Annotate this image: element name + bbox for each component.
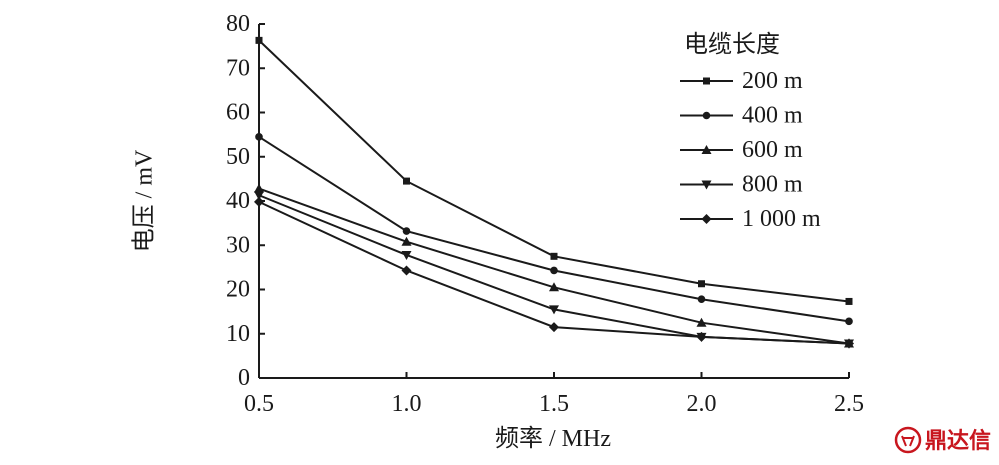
data-point: [844, 338, 854, 349]
legend-label: 1 000 m: [742, 206, 821, 232]
legend-label: 200 m: [742, 68, 803, 94]
brand-logo-icon: [894, 426, 922, 454]
legend-label: 800 m: [742, 172, 803, 198]
data-point: [549, 305, 559, 315]
y-axis-title: 电压 / mV: [131, 149, 158, 252]
data-point: [697, 295, 706, 304]
y-tick-label: 0: [238, 365, 250, 391]
legend-title: 电缆长度: [684, 31, 780, 58]
data-point: [401, 265, 412, 276]
y-tick-label: 70: [226, 55, 250, 81]
y-tick-label: 30: [226, 232, 250, 258]
legend-marker: [701, 145, 712, 154]
x-tick-label: 2.0: [687, 391, 717, 417]
data-point: [254, 196, 264, 207]
data-point: [696, 317, 707, 327]
y-tick-label: 40: [226, 188, 250, 214]
data-point: [845, 297, 853, 305]
data-point: [254, 191, 264, 201]
data-point: [255, 133, 263, 141]
legend-entry: 600 m: [680, 137, 803, 163]
y-tick-label: 60: [226, 100, 250, 126]
legend-marker: [702, 111, 711, 120]
series-group: [254, 36, 854, 349]
x-axis-title: 频率 / MHz: [495, 425, 611, 452]
watermark: 鼎达信: [894, 426, 991, 454]
x-tick-label: 1.0: [392, 391, 422, 417]
data-point: [401, 236, 412, 246]
legend-label: 400 m: [742, 103, 803, 129]
data-point: [696, 331, 707, 342]
data-point: [550, 252, 558, 260]
y-tick-label: 50: [226, 144, 250, 170]
legend-entry: 800 m: [680, 172, 803, 198]
x-tick-label: 1.5: [539, 391, 569, 417]
data-point: [254, 183, 264, 193]
y-tick-label: 20: [226, 277, 250, 303]
legend-entry: 200 m: [680, 68, 803, 94]
data-point: [401, 250, 412, 260]
data-point: [698, 280, 705, 288]
legend-marker: [701, 214, 712, 224]
series-200m: [255, 36, 853, 305]
x-ticks: 0.5 1.0 1.5 2.0 2.5: [244, 372, 864, 417]
legend-entry: 400 m: [680, 103, 803, 129]
legend-marker: [701, 180, 712, 190]
y-tick-label: 80: [226, 11, 250, 37]
data-point: [549, 322, 559, 333]
data-point: [402, 227, 411, 235]
x-tick-label: 0.5: [244, 391, 274, 417]
x-tick-label: 2.5: [834, 391, 864, 417]
legend: 电缆长度 200 m 400 m 600 m 800 m 1 000 m: [680, 31, 821, 232]
data-point: [403, 177, 410, 185]
legend-entry: 1 000 m: [680, 206, 821, 232]
y-tick-label: 10: [226, 321, 250, 347]
data-point: [550, 266, 558, 275]
y-ticks: 0 10 20 30 40 50 60 70 80: [226, 11, 265, 391]
series-1000m: [254, 196, 854, 349]
data-point: [255, 36, 263, 44]
data-point: [845, 317, 853, 326]
series-400m: [255, 133, 853, 326]
data-point: [549, 282, 559, 292]
legend-marker: [703, 77, 710, 85]
legend-label: 600 m: [742, 137, 803, 163]
watermark-text: 鼎达信: [925, 428, 991, 454]
